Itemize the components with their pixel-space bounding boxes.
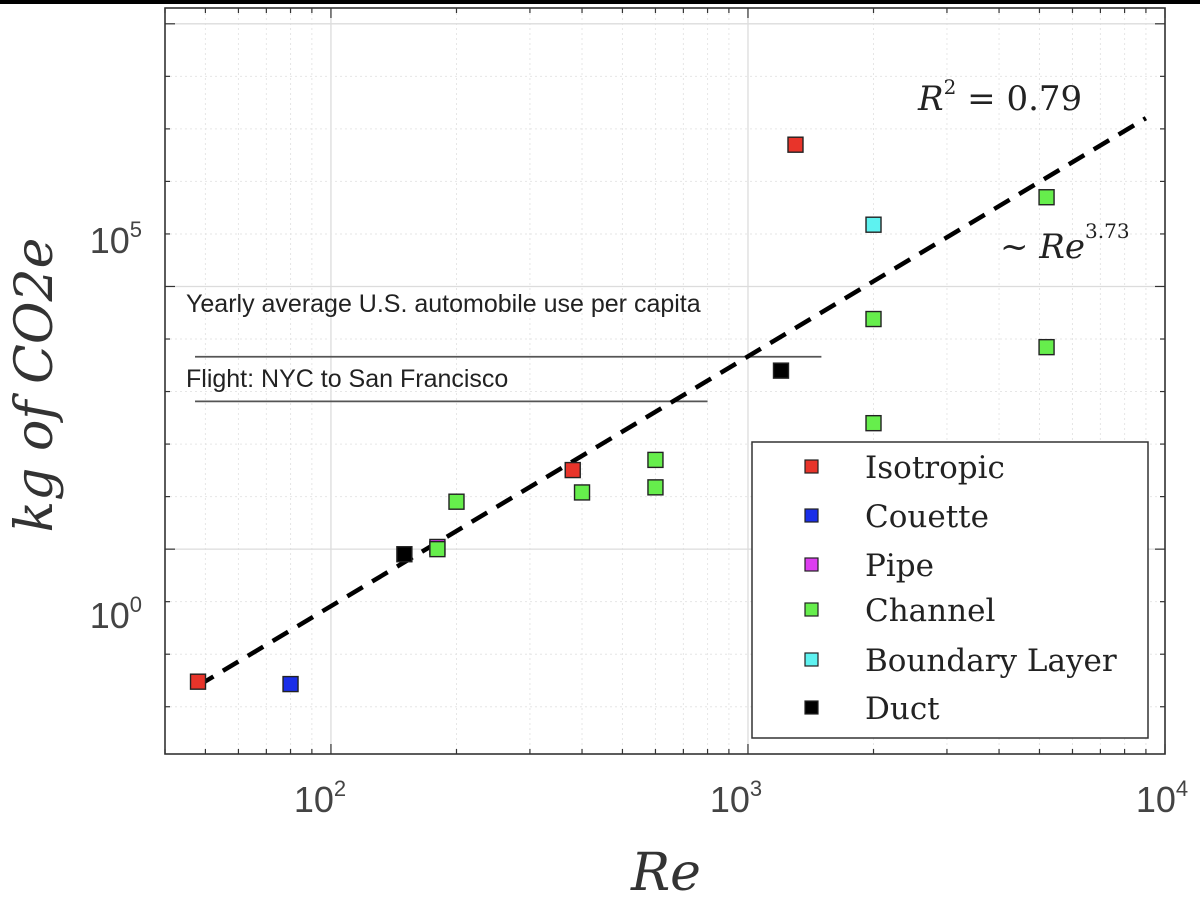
legend-marker-duct [804, 700, 819, 715]
legend-label-duct: Duct [865, 691, 940, 727]
legend-marker-pipe [804, 557, 819, 572]
x-tick-label-2: 104 [1136, 776, 1188, 820]
data-point-isotropic [189, 673, 207, 690]
legend: Isotropic Couette Pipe Channel Boundary … [751, 441, 1149, 739]
y-tick-label-1: 105 [90, 217, 142, 261]
legend-box [751, 441, 1149, 739]
legend-marker-channel [804, 602, 819, 617]
data-point-isotropic [564, 461, 581, 479]
y-axis-title: kg of CO2e [5, 238, 65, 533]
legend-marker-isotropic [804, 459, 819, 474]
legend-label-channel: Channel [865, 593, 995, 629]
data-point-channel [448, 493, 465, 510]
y-tick-label-0: 100 [90, 592, 142, 636]
power-law-label: ~ Re3.73 [1000, 219, 1130, 267]
legend-label-isotropic: Isotropic [865, 450, 1005, 486]
legend-marker-boundary-layer [804, 652, 819, 667]
tick-marks [164, 8, 1166, 754]
data-point-couette [282, 675, 299, 693]
data-point-channel [647, 479, 664, 496]
top-border [0, 0, 1200, 4]
data-point-channel [1038, 338, 1055, 356]
fit-line [196, 116, 1148, 688]
legend-items [804, 459, 819, 715]
data-point-duct [772, 362, 790, 379]
legend-label-pipe: Pipe [865, 548, 934, 584]
data-point-boundary-layer [865, 216, 882, 233]
data-point-duct [396, 546, 413, 563]
annotation-flight-label: Flight: NYC to San Francisco [186, 365, 508, 393]
legend-label-couette: Couette [865, 499, 989, 535]
x-axis-title: Re [630, 843, 701, 899]
legend-label-boundary-layer: Boundary Layer [865, 643, 1117, 679]
data-point-channel [865, 414, 882, 432]
data-point-channel [1038, 189, 1055, 206]
annotation-lines [195, 355, 822, 403]
annotation-car-label: Yearly average U.S. automobile use per c… [186, 290, 701, 318]
data-points [189, 136, 1055, 693]
data-point-channel [647, 451, 664, 469]
data-point-channel [865, 310, 882, 328]
legend-marker-couette [804, 508, 819, 523]
data-point-isotropic [787, 136, 804, 153]
r-squared-label: R2 = 0.79 [917, 75, 1082, 119]
data-point-channel [429, 540, 446, 558]
x-tick-label-0: 102 [294, 776, 346, 820]
plot-frame [164, 7, 1166, 755]
x-tick-label-1: 103 [710, 776, 762, 820]
data-point-channel [573, 484, 591, 501]
